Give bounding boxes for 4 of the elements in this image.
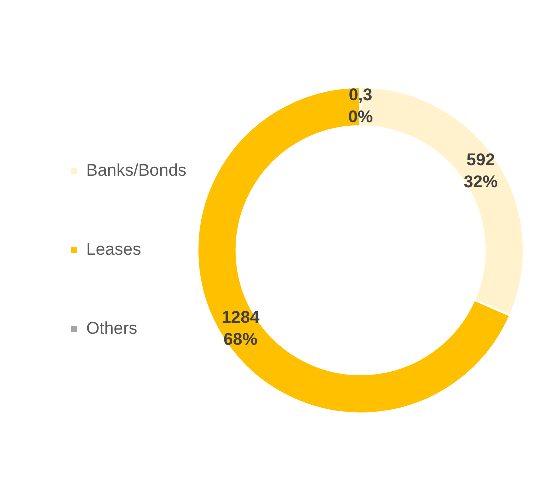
data-label: 592 32% xyxy=(464,150,498,192)
legend-label: Others xyxy=(86,319,138,338)
legend-label: Banks/Bonds xyxy=(86,161,187,180)
legend-label: Leases xyxy=(86,240,142,260)
